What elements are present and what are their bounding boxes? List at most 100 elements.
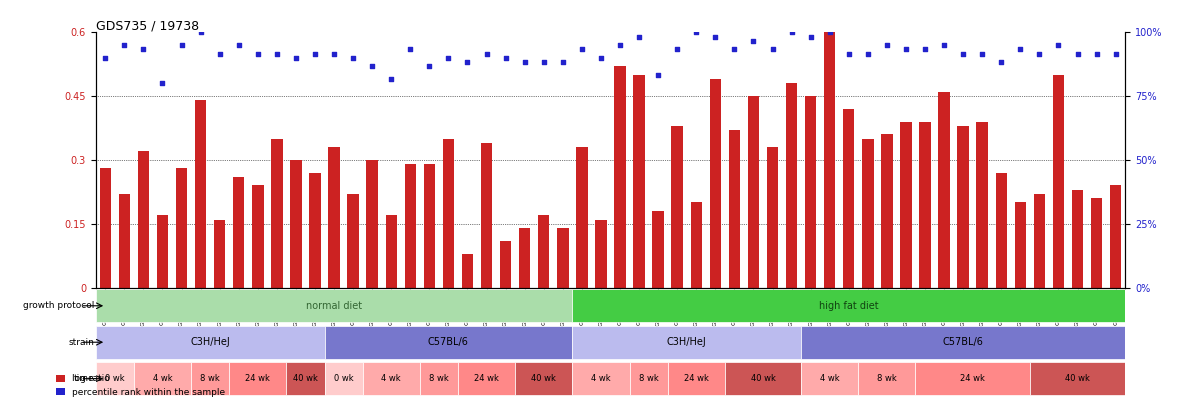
Point (877, 42, 897, 48)
Bar (481, 143, 492, 288)
Point (610, 42, 630, 48)
Bar (214, 220, 225, 288)
Point (1049, 42, 1068, 48)
Bar (119, 194, 130, 288)
FancyBboxPatch shape (916, 362, 1029, 395)
FancyBboxPatch shape (286, 362, 324, 395)
Bar (176, 168, 187, 288)
Text: 8 wk: 8 wk (200, 374, 220, 383)
Point (591, 55, 610, 61)
Point (267, 50, 286, 57)
Bar (157, 215, 169, 288)
Text: 8 wk: 8 wk (429, 374, 449, 383)
Point (1068, 50, 1087, 57)
Point (286, 55, 305, 61)
Text: C3H/HeJ: C3H/HeJ (190, 337, 230, 347)
Point (534, 59, 553, 65)
Text: 0 wk: 0 wk (334, 374, 353, 383)
Bar (1052, 75, 1064, 288)
Point (401, 46, 420, 53)
Point (858, 50, 877, 57)
Point (153, 80, 172, 87)
FancyBboxPatch shape (324, 362, 363, 395)
Point (496, 55, 515, 61)
Point (344, 55, 363, 61)
FancyBboxPatch shape (1029, 362, 1125, 395)
Bar (1034, 194, 1045, 288)
FancyBboxPatch shape (572, 362, 630, 395)
FancyBboxPatch shape (192, 362, 229, 395)
Point (439, 55, 458, 61)
Text: 4 wk: 4 wk (591, 374, 610, 383)
Bar (900, 122, 912, 288)
Point (820, 29, 839, 36)
Point (1010, 46, 1029, 53)
Point (762, 46, 782, 53)
Bar (443, 139, 454, 288)
Point (954, 50, 973, 57)
Point (553, 59, 572, 65)
Point (706, 33, 725, 40)
Point (248, 50, 267, 57)
Bar (862, 139, 874, 288)
FancyBboxPatch shape (858, 362, 916, 395)
Bar (786, 83, 797, 288)
Text: 24 wk: 24 wk (683, 374, 709, 383)
Bar (290, 160, 302, 288)
Point (363, 63, 382, 70)
Text: 24 wk: 24 wk (474, 374, 499, 383)
Point (1029, 50, 1049, 57)
Bar (881, 134, 893, 288)
Point (1106, 50, 1125, 57)
Text: normal diet: normal diet (306, 301, 363, 311)
Point (743, 38, 762, 44)
FancyBboxPatch shape (96, 326, 324, 359)
FancyBboxPatch shape (458, 362, 515, 395)
Text: 40 wk: 40 wk (751, 374, 776, 383)
Bar (309, 173, 321, 288)
Bar (1015, 202, 1026, 288)
Point (211, 50, 230, 57)
FancyBboxPatch shape (324, 326, 572, 359)
FancyBboxPatch shape (668, 362, 725, 395)
Bar (1110, 185, 1122, 288)
Point (897, 46, 916, 53)
Bar (557, 228, 569, 288)
FancyBboxPatch shape (630, 362, 668, 395)
Bar (1090, 198, 1102, 288)
Point (515, 59, 534, 65)
Point (725, 46, 745, 53)
Text: 0 wk: 0 wk (105, 374, 124, 383)
Text: 40 wk: 40 wk (293, 374, 318, 383)
Text: 24 wk: 24 wk (245, 374, 271, 383)
Bar (462, 254, 473, 288)
Text: 4 wk: 4 wk (153, 374, 172, 383)
Text: C57BL/6: C57BL/6 (429, 337, 469, 347)
Point (172, 42, 192, 48)
Text: time: time (74, 374, 95, 383)
Bar (996, 173, 1007, 288)
FancyBboxPatch shape (229, 362, 286, 395)
Point (935, 42, 954, 48)
Bar (366, 160, 378, 288)
Bar (729, 130, 740, 288)
Text: 8 wk: 8 wk (639, 374, 658, 383)
Bar (385, 215, 397, 288)
Bar (138, 151, 150, 288)
Text: strain: strain (69, 338, 95, 347)
Bar (576, 147, 588, 288)
Bar (804, 96, 816, 288)
Point (839, 50, 858, 57)
Bar (633, 75, 645, 288)
Bar (767, 147, 778, 288)
FancyBboxPatch shape (515, 362, 572, 395)
FancyBboxPatch shape (363, 362, 420, 395)
Bar (233, 177, 244, 288)
FancyBboxPatch shape (725, 362, 801, 395)
Point (192, 29, 211, 36)
Point (115, 42, 134, 48)
Point (458, 59, 478, 65)
Point (668, 46, 687, 53)
Point (572, 46, 591, 53)
FancyBboxPatch shape (420, 362, 458, 395)
